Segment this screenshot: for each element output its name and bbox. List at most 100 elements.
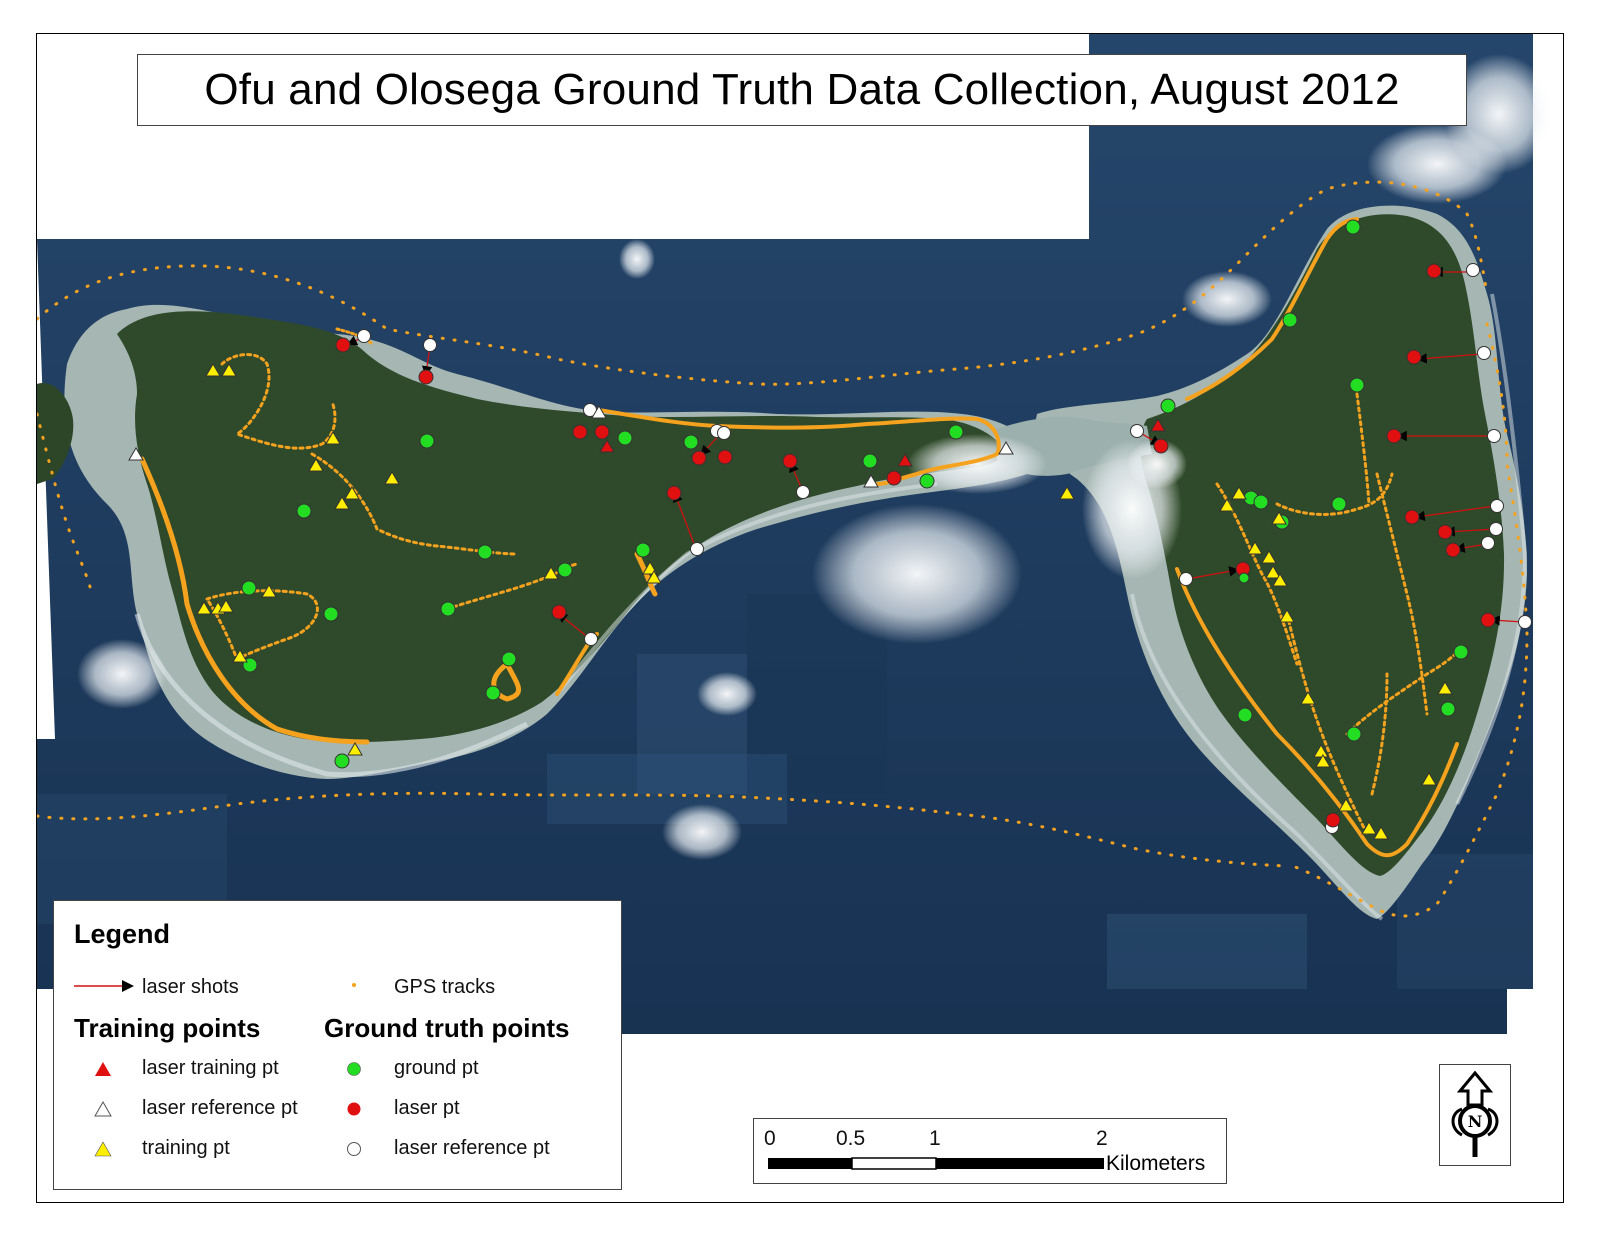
ground-pt[interactable] [334, 753, 350, 769]
ground-pt[interactable] [241, 580, 257, 596]
training-pt[interactable] [1219, 498, 1235, 512]
laser-training-pt[interactable] [897, 453, 913, 467]
ground-pt[interactable] [440, 601, 456, 617]
ground-pt[interactable] [1453, 644, 1469, 660]
map-canvas[interactable] [37, 34, 1564, 1203]
ground-pt[interactable] [557, 562, 573, 578]
laser-reference-pt[interactable] [357, 329, 371, 343]
training-pt[interactable] [325, 431, 341, 445]
training-pt[interactable] [308, 458, 324, 472]
training-pt[interactable] [646, 570, 662, 584]
training-pt[interactable] [1231, 486, 1247, 500]
laser-reference-pt[interactable] [1179, 572, 1193, 586]
laser-reference-pt[interactable] [796, 485, 810, 499]
laser-pt[interactable] [717, 449, 733, 465]
training-pt[interactable] [384, 471, 400, 485]
training-pt[interactable] [1437, 681, 1453, 695]
laser-pt[interactable] [1325, 812, 1341, 828]
laser-reference-tri[interactable] [863, 474, 879, 488]
training-pt[interactable] [1338, 798, 1354, 812]
training-pt[interactable] [347, 742, 363, 756]
training-pt[interactable] [1271, 511, 1287, 525]
training-pt[interactable] [543, 566, 559, 580]
ground-pt[interactable] [919, 473, 935, 489]
ground-pt[interactable] [1345, 219, 1361, 235]
ground-pt[interactable] [1331, 496, 1347, 512]
training-pt[interactable] [221, 363, 237, 377]
laser-pt[interactable] [1386, 428, 1402, 444]
laser-pt[interactable] [782, 453, 798, 469]
laser-pt[interactable] [1437, 524, 1453, 540]
laser-reference-pt[interactable] [1481, 536, 1495, 550]
ground-pt[interactable] [477, 544, 493, 560]
training-pt[interactable] [1313, 744, 1329, 758]
laser-reference-tri[interactable] [128, 447, 144, 461]
laser-pt[interactable] [1480, 612, 1496, 628]
laser-reference-pt[interactable] [1489, 522, 1503, 536]
laser-reference-pt[interactable] [1477, 346, 1491, 360]
training-pt[interactable] [344, 486, 360, 500]
training-pt[interactable] [1059, 486, 1075, 500]
training-pt[interactable] [1361, 821, 1377, 835]
laser-reference-pt[interactable] [1130, 424, 1144, 438]
laser-pt[interactable] [1153, 438, 1169, 454]
laser-pt[interactable] [1445, 542, 1461, 558]
laser-pt[interactable] [594, 424, 610, 440]
laser-training-pt[interactable] [1150, 418, 1166, 432]
training-pt[interactable] [1272, 573, 1288, 587]
laser-reference-pt[interactable] [1518, 615, 1532, 629]
laser-pt[interactable] [1426, 263, 1442, 279]
ground-pt[interactable] [1349, 377, 1365, 393]
ground-pt[interactable] [1160, 398, 1176, 414]
training-pt[interactable] [1247, 541, 1263, 555]
ground-pt[interactable] [296, 503, 312, 519]
ground-pt[interactable] [948, 424, 964, 440]
ground-pt[interactable] [683, 434, 699, 450]
training-pt[interactable] [1421, 772, 1437, 786]
laser-pt[interactable] [1404, 509, 1420, 525]
laser-pt[interactable] [666, 485, 682, 501]
ground-pt[interactable] [485, 685, 501, 701]
laser-reference-pt[interactable] [1490, 499, 1504, 513]
ground-pt[interactable] [1237, 707, 1253, 723]
ground-pt[interactable] [1282, 312, 1298, 328]
training-pt[interactable] [334, 496, 350, 510]
training-pt[interactable] [1279, 609, 1295, 623]
training-pt[interactable] [205, 363, 221, 377]
laser-reference-pt[interactable] [690, 542, 704, 556]
laser-reference-tri[interactable] [591, 405, 607, 419]
laser-pt[interactable] [572, 424, 588, 440]
laser-pt[interactable] [335, 337, 351, 353]
ground-pt[interactable] [1253, 494, 1269, 510]
ground-pt[interactable] [1440, 701, 1456, 717]
laser-pt[interactable] [418, 369, 434, 385]
ground-pt[interactable] [501, 651, 517, 667]
laser-pt[interactable] [1406, 349, 1422, 365]
laser-reference-pt[interactable] [423, 338, 437, 352]
ground-pt[interactable] [862, 453, 878, 469]
ground-pt[interactable] [419, 433, 435, 449]
laser-pt[interactable] [691, 450, 707, 466]
training-pt[interactable] [1261, 550, 1277, 564]
training-pt[interactable] [218, 599, 234, 613]
ground-pt[interactable] [617, 430, 633, 446]
laser-training-pt[interactable] [599, 439, 615, 453]
laser-reference-pt[interactable] [584, 632, 598, 646]
laser-reference-pt[interactable] [717, 426, 731, 440]
laser-reference-tri[interactable] [998, 441, 1014, 455]
ground-pt[interactable] [1346, 726, 1362, 742]
training-pt[interactable] [261, 584, 277, 598]
training-pt[interactable] [232, 649, 248, 663]
laser-reference-pt[interactable] [1487, 429, 1501, 443]
training-pt[interactable] [196, 601, 212, 615]
ground-pt[interactable] [635, 542, 651, 558]
ground-pt[interactable] [1238, 572, 1250, 584]
laser-pt[interactable] [886, 470, 902, 486]
training-pt[interactable] [1300, 691, 1316, 705]
laser-reference-pt[interactable] [1466, 263, 1480, 277]
training-pt[interactable] [1315, 754, 1331, 768]
training-pt[interactable] [1373, 826, 1389, 840]
training-pt[interactable] [1265, 565, 1281, 579]
ground-pt[interactable] [323, 606, 339, 622]
laser-pt[interactable] [551, 604, 567, 620]
